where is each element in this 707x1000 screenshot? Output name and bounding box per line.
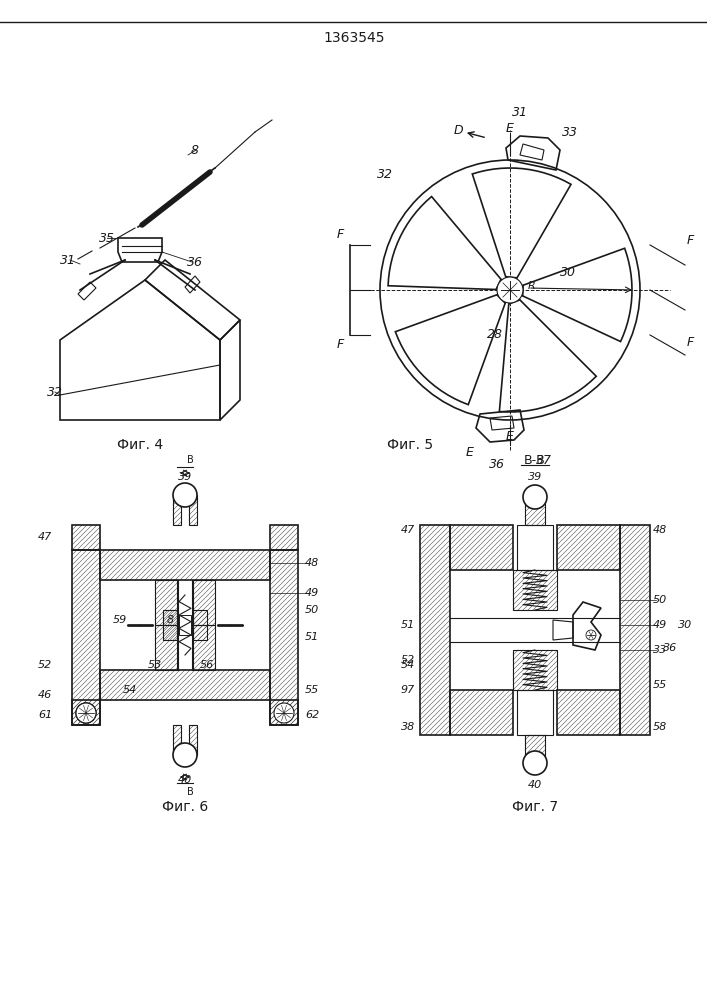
Text: В: В: [187, 455, 194, 465]
Text: 8: 8: [166, 615, 173, 625]
Text: 1363545: 1363545: [323, 31, 385, 45]
Text: 48: 48: [653, 525, 667, 535]
Text: 30: 30: [678, 620, 692, 630]
Text: 48: 48: [305, 558, 319, 568]
Text: 39: 39: [528, 472, 542, 482]
Text: 32: 32: [47, 385, 63, 398]
Text: 36: 36: [663, 643, 677, 653]
Text: F: F: [337, 229, 344, 241]
Text: 39: 39: [178, 472, 192, 482]
Circle shape: [76, 703, 96, 723]
Text: 33: 33: [653, 645, 667, 655]
Circle shape: [523, 751, 547, 775]
Text: 55: 55: [653, 680, 667, 690]
Text: 31: 31: [60, 253, 76, 266]
Text: 51: 51: [401, 620, 415, 630]
Text: 46: 46: [38, 690, 52, 700]
Text: Фиг. 4: Фиг. 4: [117, 438, 163, 452]
Text: 38: 38: [401, 722, 415, 732]
Text: 61: 61: [38, 710, 52, 720]
Text: Фиг. 7: Фиг. 7: [512, 800, 558, 814]
Text: 62: 62: [305, 710, 319, 720]
Text: 36: 36: [187, 255, 203, 268]
Text: E: E: [506, 121, 514, 134]
Text: 40: 40: [528, 780, 542, 790]
Text: 97: 97: [401, 685, 415, 695]
Text: 53: 53: [148, 660, 162, 670]
Text: F: F: [686, 233, 694, 246]
Text: E: E: [506, 430, 514, 444]
Text: 59: 59: [113, 615, 127, 625]
Text: 36: 36: [489, 458, 505, 471]
Text: 52: 52: [401, 655, 415, 665]
Text: F: F: [337, 338, 344, 352]
Text: 51: 51: [305, 632, 319, 642]
Text: R: R: [528, 281, 536, 291]
Text: 55: 55: [305, 685, 319, 695]
Text: 35: 35: [99, 232, 115, 244]
Text: 37: 37: [536, 454, 552, 466]
Text: 58: 58: [653, 722, 667, 732]
Text: 8: 8: [191, 143, 199, 156]
Text: 31: 31: [512, 105, 528, 118]
Circle shape: [497, 277, 523, 303]
Circle shape: [586, 630, 596, 640]
Circle shape: [173, 483, 197, 507]
Text: В-В: В-В: [524, 454, 546, 466]
Text: 52: 52: [38, 660, 52, 670]
Circle shape: [274, 703, 294, 723]
Text: В: В: [187, 787, 194, 797]
Text: 30: 30: [560, 265, 576, 278]
Text: F: F: [686, 336, 694, 349]
Text: 50: 50: [653, 595, 667, 605]
Text: 50: 50: [305, 605, 319, 615]
Text: 54: 54: [123, 685, 137, 695]
Text: 56: 56: [200, 660, 214, 670]
Text: 54: 54: [401, 660, 415, 670]
Text: 47: 47: [38, 532, 52, 542]
Text: 47: 47: [401, 525, 415, 535]
Text: D: D: [453, 123, 463, 136]
Text: E: E: [466, 446, 474, 458]
Text: 32: 32: [377, 168, 393, 182]
Text: 28: 28: [487, 328, 503, 342]
Circle shape: [173, 743, 197, 767]
Text: Фиг. 6: Фиг. 6: [162, 800, 208, 814]
Text: 49: 49: [305, 588, 319, 598]
Circle shape: [76, 703, 96, 723]
Text: 49: 49: [653, 620, 667, 630]
Circle shape: [76, 703, 96, 723]
Text: Фиг. 5: Фиг. 5: [387, 438, 433, 452]
Circle shape: [523, 485, 547, 509]
Text: 33: 33: [562, 125, 578, 138]
Text: 40: 40: [178, 775, 192, 785]
